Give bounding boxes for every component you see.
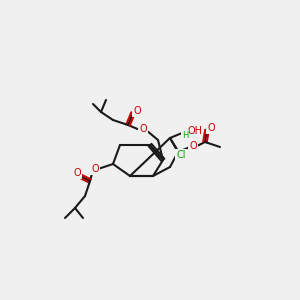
Text: H: H [182, 130, 188, 140]
Text: O: O [91, 164, 99, 174]
Text: O: O [133, 106, 141, 116]
Text: O: O [73, 168, 81, 178]
Text: O: O [139, 124, 147, 134]
Text: O: O [207, 123, 215, 133]
Text: OH: OH [187, 126, 202, 136]
Text: O: O [189, 141, 197, 151]
Text: Cl: Cl [176, 150, 186, 160]
